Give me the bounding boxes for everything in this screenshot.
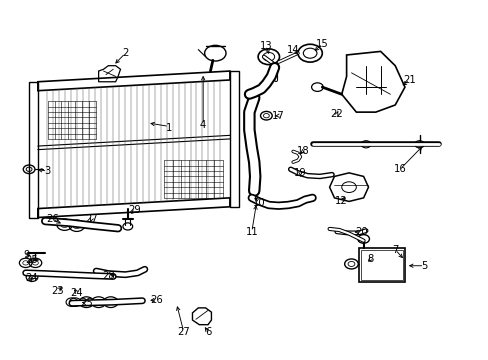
Text: 1: 1 bbox=[165, 123, 172, 133]
Text: 13: 13 bbox=[260, 41, 272, 51]
Text: 5: 5 bbox=[420, 261, 427, 271]
Text: 26: 26 bbox=[46, 214, 59, 224]
Text: 7: 7 bbox=[391, 245, 398, 255]
Text: 2: 2 bbox=[122, 48, 128, 58]
Text: 20: 20 bbox=[354, 227, 367, 237]
Text: 15: 15 bbox=[315, 39, 328, 49]
Text: 24: 24 bbox=[70, 288, 83, 297]
Text: 29: 29 bbox=[128, 205, 141, 215]
Text: 22: 22 bbox=[330, 109, 343, 119]
Text: 18: 18 bbox=[296, 147, 308, 157]
Text: 17: 17 bbox=[272, 111, 285, 121]
Text: 11: 11 bbox=[245, 227, 258, 237]
Text: 24: 24 bbox=[25, 273, 38, 283]
Text: 28: 28 bbox=[102, 271, 114, 282]
Text: 12: 12 bbox=[335, 197, 347, 206]
Text: 8: 8 bbox=[367, 253, 373, 264]
Text: 23: 23 bbox=[51, 286, 63, 296]
Text: 9: 9 bbox=[23, 250, 30, 260]
Text: 3: 3 bbox=[44, 166, 51, 176]
Text: 21: 21 bbox=[403, 75, 415, 85]
Text: 25: 25 bbox=[25, 255, 39, 265]
Text: 4: 4 bbox=[200, 120, 206, 130]
Text: 14: 14 bbox=[286, 45, 299, 55]
Text: 27: 27 bbox=[177, 327, 190, 337]
Text: 26: 26 bbox=[150, 295, 163, 305]
Text: 19: 19 bbox=[293, 168, 306, 178]
Text: 6: 6 bbox=[204, 327, 211, 337]
Text: 27: 27 bbox=[85, 214, 98, 224]
Text: 25: 25 bbox=[80, 298, 93, 308]
Text: 16: 16 bbox=[393, 164, 406, 174]
Text: 10: 10 bbox=[252, 198, 265, 208]
